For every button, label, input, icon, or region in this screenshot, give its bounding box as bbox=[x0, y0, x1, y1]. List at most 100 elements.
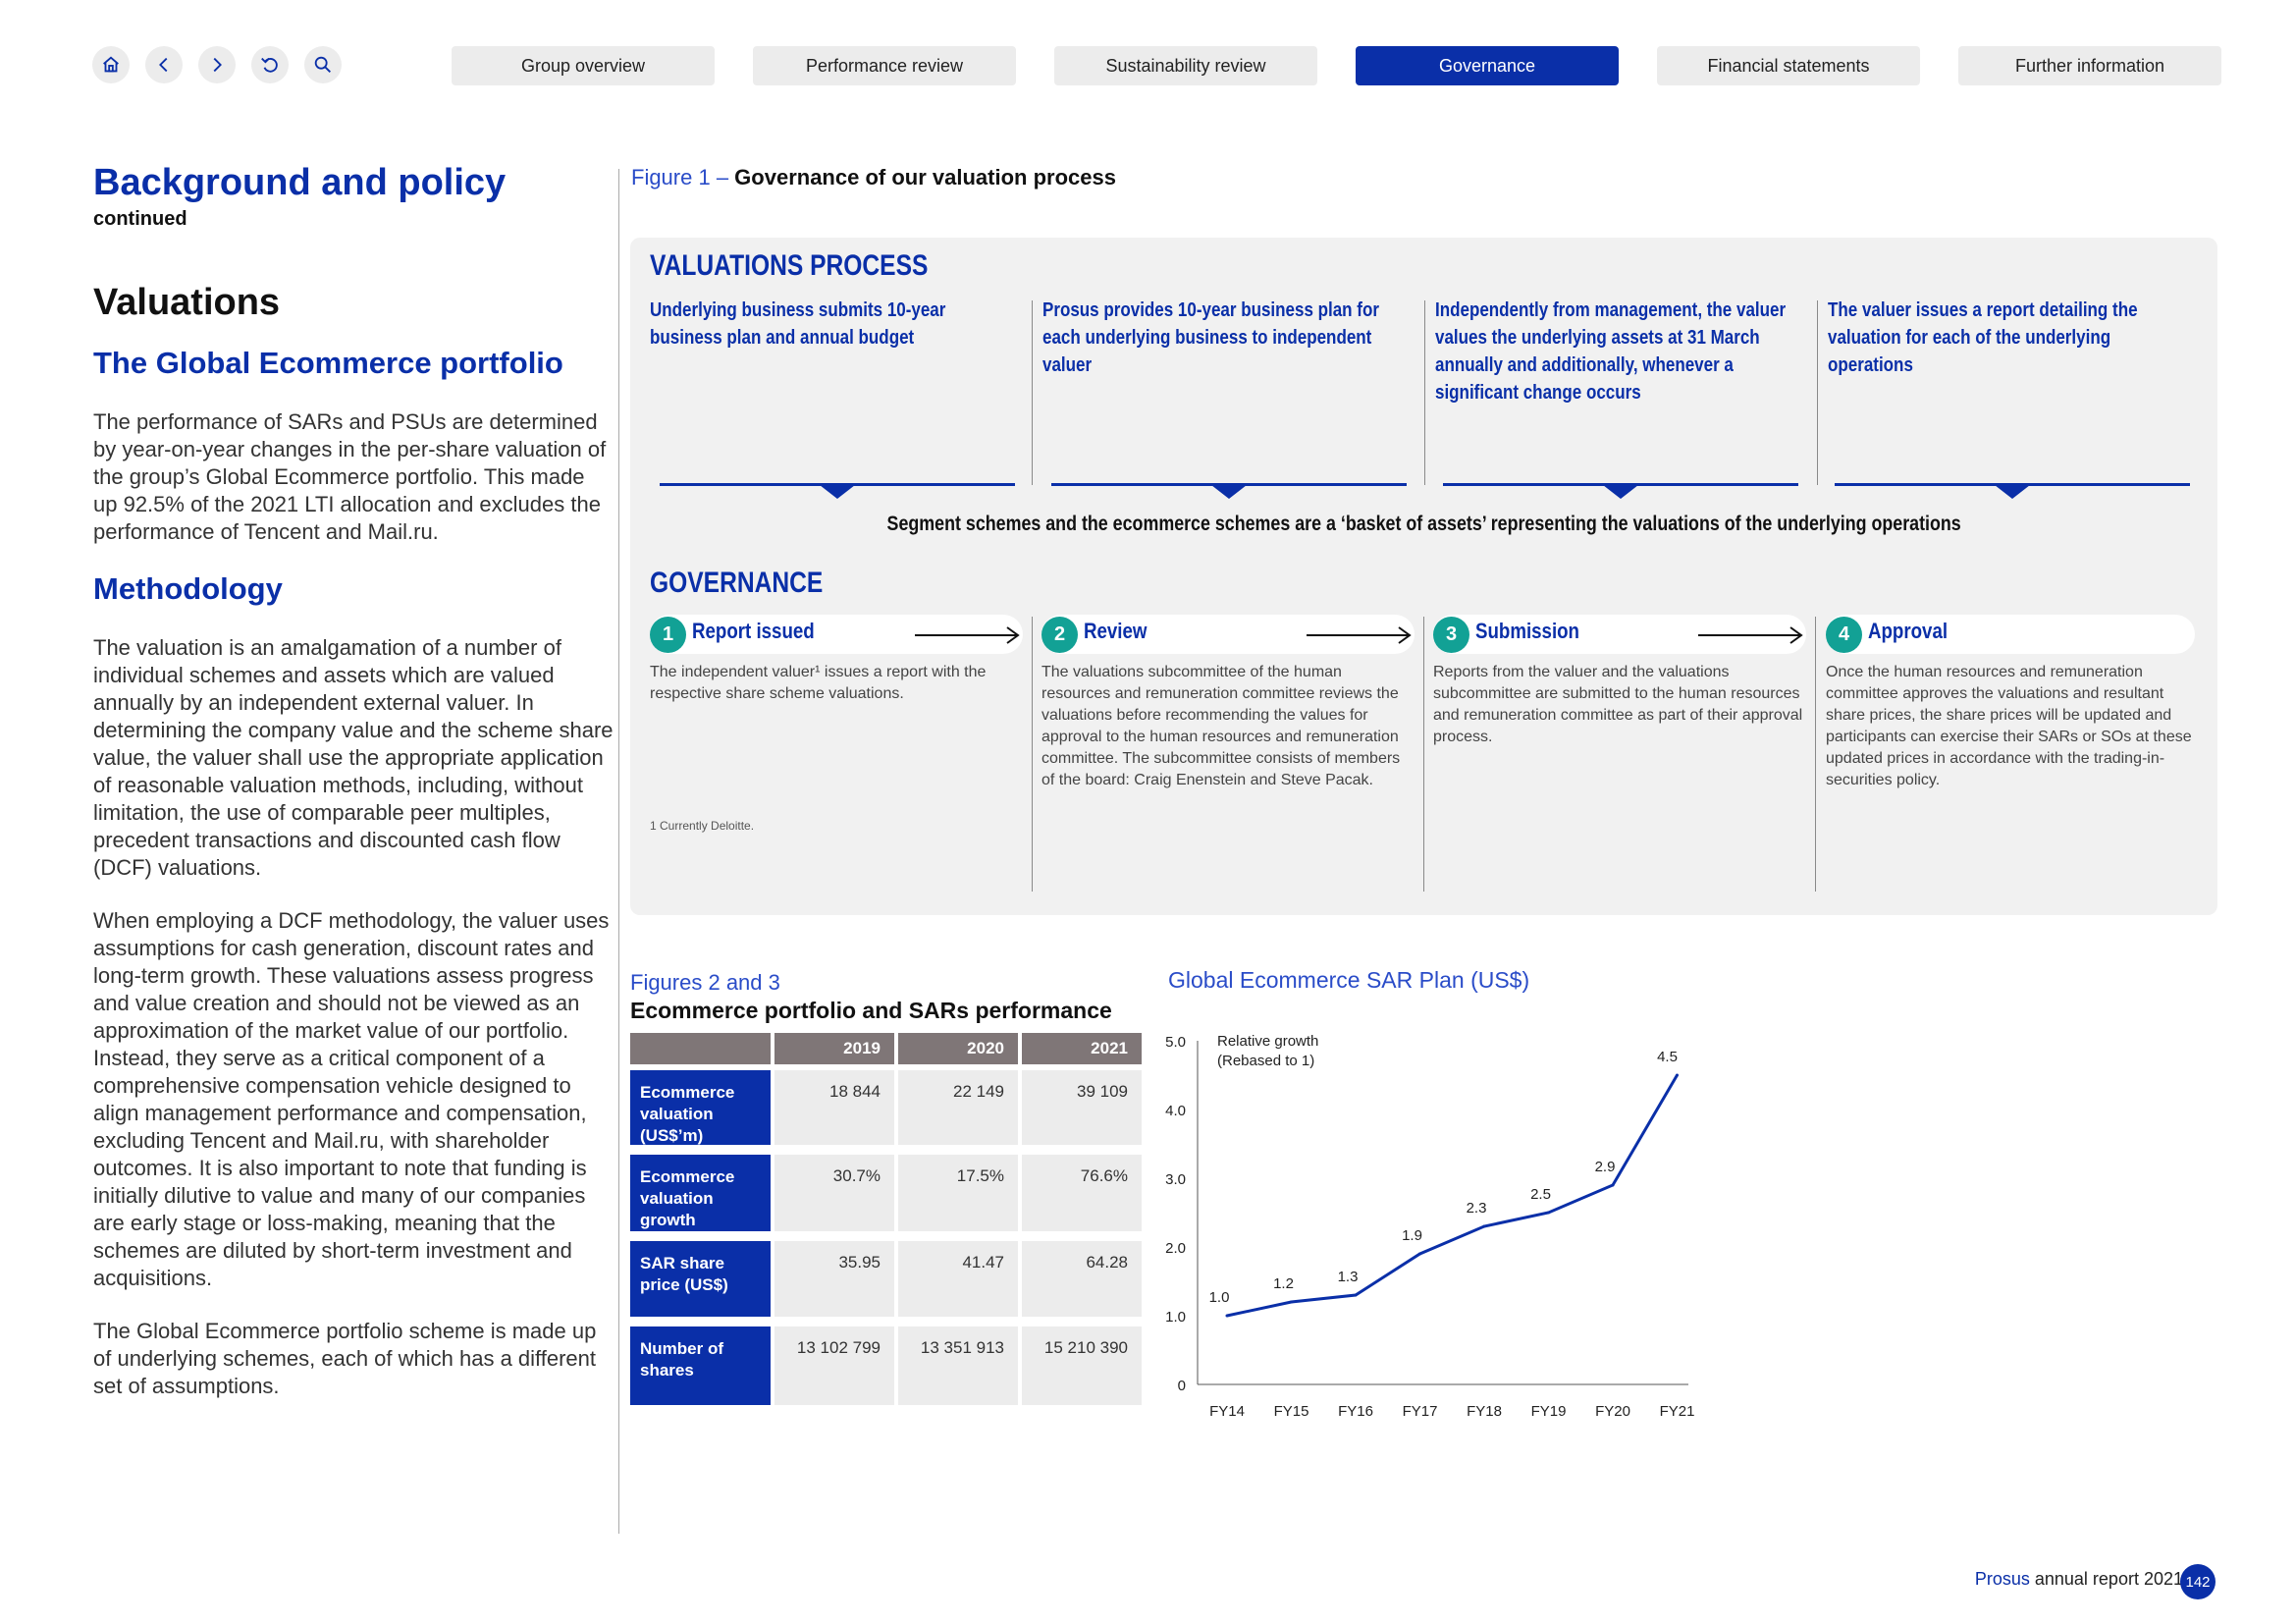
back-icon[interactable] bbox=[145, 46, 183, 83]
chevron-down-icon bbox=[1995, 485, 2030, 499]
figures23-caption: Figures 2 and 3 bbox=[630, 970, 780, 995]
row-label-ecommerce-valuation: Ecommerce valuation (US$’m) bbox=[630, 1070, 771, 1145]
performance-table: 2019 2020 2021 Ecommerce valuation (US$’… bbox=[630, 1033, 1142, 1415]
step-number-badge: 1 bbox=[650, 617, 686, 653]
table-cell: 39 109 bbox=[1022, 1070, 1142, 1145]
table-row: Ecommerce valuation growth 30.7% 17.5% 7… bbox=[630, 1155, 1142, 1231]
page-number-badge: 142 bbox=[2180, 1564, 2216, 1599]
tab-governance[interactable]: Governance bbox=[1356, 46, 1619, 85]
footer-brand: Prosus bbox=[1974, 1569, 2030, 1589]
sar-plan-line-chart: 0 1.0 2.0 3.0 4.0 5.0 FY14 FY15 FY16 FY17 FY18 FY19… bbox=[1165, 1033, 1694, 1420]
search-icon[interactable] bbox=[304, 46, 342, 83]
data-point bbox=[1611, 1183, 1615, 1187]
process-step-2: Prosus provides 10-year business plan fo… bbox=[1042, 299, 1379, 376]
nav-icon-bar bbox=[92, 46, 342, 83]
table-cell: 41.47 bbox=[898, 1241, 1018, 1317]
tab-sustainability-review[interactable]: Sustainability review bbox=[1054, 46, 1317, 85]
section-heading-valuations: Valuations bbox=[93, 282, 281, 323]
forward-icon[interactable] bbox=[198, 46, 236, 83]
data-label: 4.5 bbox=[1657, 1049, 1678, 1065]
table-cell: 15 210 390 bbox=[1022, 1326, 1142, 1405]
page-title: Background and policy bbox=[93, 162, 507, 203]
subheading-methodology: Methodology bbox=[93, 571, 283, 606]
table-row: SAR share price (US$) 35.95 41.47 64.28 bbox=[630, 1241, 1142, 1317]
home-icon[interactable] bbox=[92, 46, 130, 83]
table-cell: 18 844 bbox=[774, 1070, 894, 1145]
page-footer: Prosus annual report 2021 bbox=[1975, 1569, 2183, 1590]
process-divider bbox=[1817, 300, 1818, 485]
table-cell: 64.28 bbox=[1022, 1241, 1142, 1317]
table-cell: 22 149 bbox=[898, 1070, 1018, 1145]
step-number-badge: 3 bbox=[1433, 617, 1469, 653]
x-tick-label: FY14 bbox=[1209, 1403, 1245, 1420]
data-label: 1.9 bbox=[1402, 1227, 1422, 1244]
table-header-2019: 2019 bbox=[774, 1033, 894, 1064]
paragraph-portfolio: The performance of SARs and PSUs are det… bbox=[93, 409, 607, 544]
x-tick-label: FY16 bbox=[1338, 1403, 1373, 1420]
step-desc-review: The valuations subcommittee of the human… bbox=[1041, 664, 1401, 788]
table-cell: 13 102 799 bbox=[774, 1326, 894, 1405]
data-point bbox=[1676, 1073, 1679, 1077]
row-label-valuation-growth: Ecommerce valuation growth bbox=[630, 1155, 771, 1231]
table-cell: 17.5% bbox=[898, 1155, 1018, 1231]
step-number-badge: 4 bbox=[1826, 617, 1862, 653]
data-label: 2.3 bbox=[1467, 1200, 1487, 1217]
figure1-label: Figure 1 – bbox=[631, 165, 735, 189]
table-header-blank bbox=[630, 1033, 771, 1064]
governance-heading: GOVERNANCE bbox=[650, 567, 824, 599]
table-cell: 76.6% bbox=[1022, 1155, 1142, 1231]
valuations-process-heading: VALUATIONS PROCESS bbox=[650, 249, 929, 282]
x-tick-label: FY18 bbox=[1467, 1403, 1502, 1420]
segment-schemes-note: Segment schemes and the ecommerce scheme… bbox=[886, 513, 1961, 535]
series-line bbox=[1226, 1074, 1679, 1318]
arrow-right-icon bbox=[915, 626, 1020, 644]
footnote: 1 Currently Deloitte. bbox=[650, 819, 755, 833]
footer-text: annual report 2021 bbox=[2029, 1569, 2183, 1589]
process-step-1: Underlying business submits 10-year busi… bbox=[650, 299, 946, 349]
governance-divider bbox=[1032, 617, 1033, 892]
y-tick-label: 1.0 bbox=[1165, 1309, 1186, 1326]
arrow-right-icon bbox=[1307, 626, 1412, 644]
step-label-review: Review bbox=[1084, 619, 1148, 643]
process-divider bbox=[1424, 300, 1425, 485]
tab-financial-statements[interactable]: Financial statements bbox=[1657, 46, 1920, 85]
step-desc-submission: Reports from the valuer and the valuatio… bbox=[1433, 664, 1803, 745]
tab-further-information[interactable]: Further information bbox=[1958, 46, 2221, 85]
step-desc-report-issued: The independent valuer¹ issues a report … bbox=[650, 664, 987, 702]
x-tick-label: FY19 bbox=[1531, 1403, 1567, 1420]
data-point bbox=[1354, 1293, 1358, 1297]
data-point bbox=[1290, 1300, 1293, 1304]
tab-group-overview[interactable]: Group overview bbox=[452, 46, 715, 85]
table-row: Ecommerce valuation (US$’m) 18 844 22 14… bbox=[630, 1070, 1142, 1145]
data-label: 1.3 bbox=[1338, 1269, 1359, 1285]
data-point bbox=[1418, 1252, 1421, 1256]
table-header-2021: 2021 bbox=[1022, 1033, 1142, 1064]
column-divider bbox=[618, 169, 619, 1534]
step-label-submission: Submission bbox=[1475, 619, 1579, 643]
paragraph-dcf: When employing a DCF methodology, the va… bbox=[93, 908, 610, 1290]
y-tick-label: 3.0 bbox=[1165, 1171, 1186, 1188]
step-desc-approval: Once the human resources and remuneratio… bbox=[1826, 664, 2192, 788]
tab-performance-review[interactable]: Performance review bbox=[753, 46, 1016, 85]
figure1-title-text: Governance of our valuation process bbox=[734, 165, 1116, 189]
step-pill bbox=[1826, 615, 2195, 654]
chart-title: Global Ecommerce SAR Plan (US$) bbox=[1168, 967, 1530, 993]
table-cell: 30.7% bbox=[774, 1155, 894, 1231]
chevron-down-icon bbox=[1211, 485, 1247, 499]
chart-annotation: (Rebased to 1) bbox=[1217, 1053, 1314, 1069]
row-label-number-of-shares: Number of shares bbox=[630, 1326, 771, 1405]
process-arrow-line bbox=[1051, 483, 1407, 486]
process-step-3: Independently from management, the value… bbox=[1435, 299, 1787, 404]
row-label-sar-share-price: SAR share price (US$) bbox=[630, 1241, 771, 1317]
data-label: 2.5 bbox=[1530, 1186, 1551, 1203]
y-tick-label: 2.0 bbox=[1165, 1240, 1186, 1257]
governance-divider bbox=[1815, 617, 1816, 892]
process-arrow-line bbox=[1443, 483, 1798, 486]
chart-annotation: Relative growth bbox=[1217, 1033, 1318, 1050]
y-tick-label: 4.0 bbox=[1165, 1103, 1186, 1119]
x-tick-label: FY17 bbox=[1403, 1403, 1438, 1420]
step-label-report-issued: Report issued bbox=[692, 619, 815, 643]
subheading-global-ecommerce: The Global Ecommerce portfolio bbox=[93, 346, 563, 380]
undo-icon[interactable] bbox=[251, 46, 289, 83]
y-tick-label: 5.0 bbox=[1165, 1034, 1186, 1051]
